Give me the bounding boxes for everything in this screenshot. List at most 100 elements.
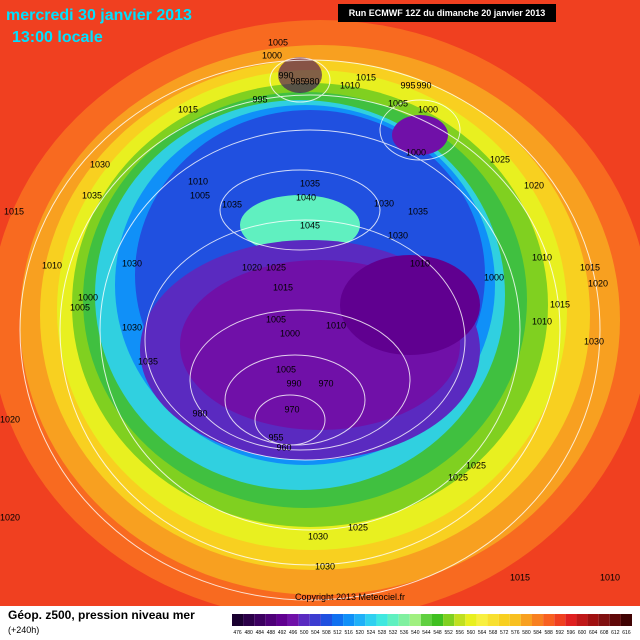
scale-label: 500 — [300, 630, 309, 636]
scale-label: 508 — [322, 630, 331, 636]
color-scale: 476 480 484 488 492 496 500 504 508 512 516 520 524 5… — [232, 614, 632, 636]
contours — [19, 57, 601, 601]
scale-swatch — [432, 614, 444, 626]
isobar-label: 1005 — [190, 190, 210, 200]
isobar-label: 1025 — [466, 460, 486, 470]
isobar-label: 1020 — [0, 512, 20, 522]
scale-label: 584 — [533, 630, 542, 636]
scale-swatch — [387, 614, 399, 626]
isobar-label: 970 — [318, 378, 333, 388]
run-box — [338, 4, 556, 22]
scale-swatch — [532, 614, 544, 626]
scale-label: 524 — [367, 630, 376, 636]
isobar-label: 1030 — [122, 322, 142, 332]
isobar-label: 1025 — [448, 472, 468, 482]
scale-swatch — [254, 614, 266, 626]
scale-label: 520 — [356, 630, 365, 636]
scale-label: 588 — [544, 630, 553, 636]
scale-label: 580 — [522, 630, 531, 636]
scale-swatch — [243, 614, 255, 626]
isobar-label: 1020 — [242, 262, 262, 272]
isobar-label: 1035 — [82, 190, 102, 200]
scale-swatch — [443, 614, 455, 626]
scale-swatch — [376, 614, 388, 626]
isobar-label: 1030 — [308, 531, 328, 541]
isobar-label: 1015 — [580, 262, 600, 272]
scale-swatch — [365, 614, 377, 626]
scale-label: 560 — [467, 630, 476, 636]
isobar-label: 1030 — [388, 230, 408, 240]
scale-swatch — [309, 614, 321, 626]
isobar-label: 990 — [286, 378, 301, 388]
isobar-label: 1030 — [90, 159, 110, 169]
scale-label: 512 — [333, 630, 342, 636]
scale-label: 572 — [500, 630, 509, 636]
scale-label: 616 — [622, 630, 631, 636]
isobar-label: 1015 — [550, 299, 570, 309]
footer-title: Géop. z500, pression niveau mer — [8, 608, 195, 622]
scale-swatch — [420, 614, 432, 626]
isobar-label: 1005 — [276, 364, 296, 374]
isobar-label: 1000 — [418, 104, 438, 114]
isobar-label: 1045 — [300, 220, 320, 230]
scale-swatch — [343, 614, 355, 626]
scale-label: 540 — [411, 630, 420, 636]
scale-label: 564 — [478, 630, 487, 636]
scale-label: 516 — [344, 630, 353, 636]
isobar-label: 1010 — [340, 80, 360, 90]
footer-lead: (+240h) — [8, 625, 39, 635]
isobar-label: 1040 — [296, 192, 316, 202]
scale-swatch — [409, 614, 421, 626]
scale-label: 532 — [389, 630, 398, 636]
scale-swatch — [454, 614, 466, 626]
scale-label: 536 — [400, 630, 409, 636]
isobar-label: 1035 — [300, 178, 320, 188]
isobar-label: 1015 — [510, 572, 530, 582]
scale-swatch — [554, 614, 566, 626]
isobar-label: 1010 — [600, 572, 620, 582]
scale-label: 544 — [422, 630, 431, 636]
isobar-label: 1020 — [588, 278, 608, 288]
scale-label: 600 — [578, 630, 587, 636]
isobar-label: 1015 — [273, 282, 293, 292]
scale-swatch — [398, 614, 410, 626]
isobar-label: 1035 — [222, 199, 242, 209]
isobar-label: 1010 — [532, 252, 552, 262]
scale-label: 568 — [489, 630, 498, 636]
isobar-label: 1010 — [532, 316, 552, 326]
copyright: Copyright 2013 Meteociel.fr — [295, 592, 405, 602]
scale-swatch — [587, 614, 599, 626]
isobar-label: 995 — [252, 94, 267, 104]
isobar-label: 1030 — [374, 198, 394, 208]
scale-label: 496 — [289, 630, 298, 636]
scale-swatch — [576, 614, 588, 626]
isobar-label: 990 — [416, 80, 431, 90]
isobar-label: 1025 — [490, 154, 510, 164]
scale-swatch — [476, 614, 488, 626]
scale-swatch — [320, 614, 332, 626]
scale-swatch — [487, 614, 499, 626]
isobar-label: 990 — [278, 70, 293, 80]
isobar-label: 1010 — [410, 258, 430, 268]
scale-label: 488 — [267, 630, 276, 636]
isobar-label: 1035 — [138, 356, 158, 366]
isobar-label: 1015 — [178, 104, 198, 114]
isobar-label: 1025 — [348, 522, 368, 532]
isobar-label: 1005 — [268, 37, 288, 47]
isobar-label: 955 — [268, 432, 283, 442]
date: mercredi 30 janvier 2013 — [6, 7, 192, 24]
isobar-label: 970 — [284, 404, 299, 414]
isobar-label: 1005 — [388, 98, 408, 108]
scale-label: 480 — [244, 630, 253, 636]
isobar-label: 1030 — [584, 336, 604, 346]
scale-swatch — [354, 614, 366, 626]
isobar-label: 1000 — [280, 328, 300, 338]
scale-swatch — [298, 614, 310, 626]
scale-label: 604 — [589, 630, 598, 636]
scale-swatch — [287, 614, 299, 626]
scale-swatch — [276, 614, 288, 626]
scale-swatch — [265, 614, 277, 626]
scale-swatch — [509, 614, 521, 626]
isobar-label: 1020 — [0, 414, 20, 424]
